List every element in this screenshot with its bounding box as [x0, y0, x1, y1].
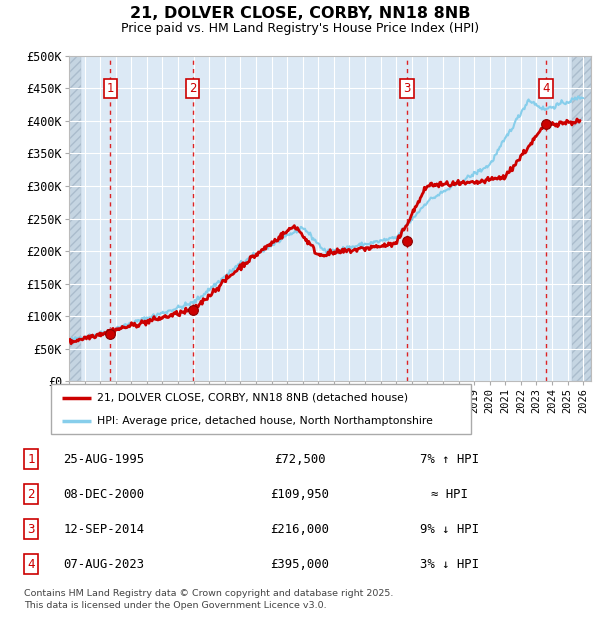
Text: 21, DOLVER CLOSE, CORBY, NN18 8NB (detached house): 21, DOLVER CLOSE, CORBY, NN18 8NB (detac… — [97, 393, 409, 403]
Text: 9% ↓ HPI: 9% ↓ HPI — [420, 523, 479, 536]
Text: 1: 1 — [107, 82, 114, 95]
Text: Contains HM Land Registry data © Crown copyright and database right 2025.
This d: Contains HM Land Registry data © Crown c… — [24, 589, 394, 610]
Bar — [572, 56, 591, 381]
Text: £395,000: £395,000 — [271, 558, 329, 571]
Text: HPI: Average price, detached house, North Northamptonshire: HPI: Average price, detached house, Nort… — [97, 415, 433, 425]
FancyBboxPatch shape — [51, 384, 471, 434]
Text: 2: 2 — [27, 488, 35, 501]
Text: £72,500: £72,500 — [274, 453, 326, 466]
Text: £216,000: £216,000 — [271, 523, 329, 536]
Text: 21, DOLVER CLOSE, CORBY, NN18 8NB: 21, DOLVER CLOSE, CORBY, NN18 8NB — [130, 6, 470, 21]
Text: 3% ↓ HPI: 3% ↓ HPI — [420, 558, 479, 571]
Text: ≈ HPI: ≈ HPI — [431, 488, 468, 501]
Text: 3: 3 — [27, 523, 35, 536]
Text: 07-AUG-2023: 07-AUG-2023 — [64, 558, 145, 571]
Text: 25-AUG-1995: 25-AUG-1995 — [64, 453, 145, 466]
Text: 12-SEP-2014: 12-SEP-2014 — [64, 523, 145, 536]
Text: 2: 2 — [189, 82, 196, 95]
Text: Price paid vs. HM Land Registry's House Price Index (HPI): Price paid vs. HM Land Registry's House … — [121, 22, 479, 35]
Bar — [69, 56, 80, 381]
Text: 1: 1 — [27, 453, 35, 466]
Text: £109,950: £109,950 — [271, 488, 329, 501]
Text: 7% ↑ HPI: 7% ↑ HPI — [420, 453, 479, 466]
Text: 08-DEC-2000: 08-DEC-2000 — [64, 488, 145, 501]
Text: 4: 4 — [542, 82, 550, 95]
Text: 3: 3 — [403, 82, 411, 95]
Text: 4: 4 — [27, 558, 35, 571]
